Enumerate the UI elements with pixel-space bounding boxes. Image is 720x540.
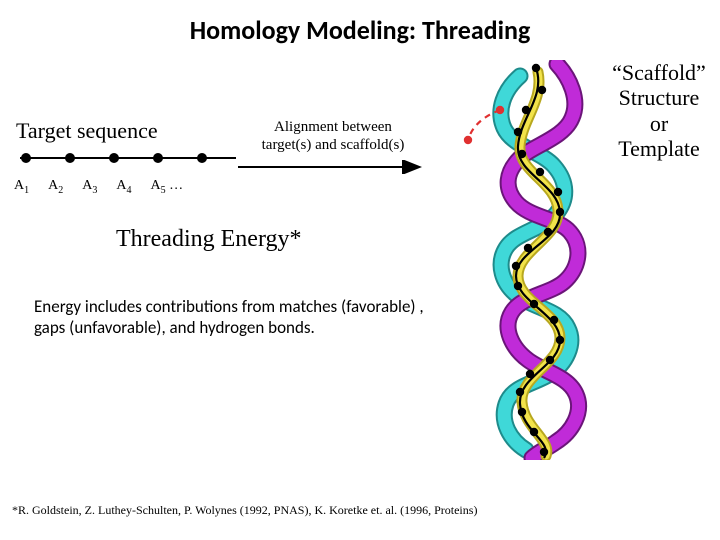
alignment-arrow xyxy=(238,160,428,174)
threading-energy-title: Threading Energy* xyxy=(116,226,302,253)
sequence-label-item: A5 … xyxy=(151,178,184,196)
scaffold-label-line: Template xyxy=(604,136,714,161)
scaffold-label-line: or xyxy=(604,111,714,136)
page-title: Homology Modeling: Threading xyxy=(0,14,720,46)
alignment-label-line: target(s) and scaffold(s) xyxy=(248,136,418,154)
sequence-label-item: A2 xyxy=(48,178,63,196)
alignment-label: Alignment between target(s) and scaffold… xyxy=(248,118,418,154)
threading-energy-body: Energy includes contributions from match… xyxy=(34,296,434,339)
sequence-labels: A1 A2 A3 A4 A5 … xyxy=(14,178,202,196)
target-sequence-label: Target sequence xyxy=(16,118,158,144)
sequence-label-item: A1 xyxy=(14,178,29,196)
target-sequence-diagram xyxy=(18,148,238,168)
citation: *R. Goldstein, Z. Luthey-Schulten, P. Wo… xyxy=(12,503,477,518)
alignment-label-line: Alignment between xyxy=(248,118,418,136)
scaffold-label: “Scaffold” Structure or Template xyxy=(604,60,714,161)
sequence-label-item: A4 xyxy=(116,178,131,196)
sequence-label-item: A3 xyxy=(82,178,97,196)
scaffold-label-line: “Scaffold” xyxy=(604,60,714,85)
scaffold-label-line: Structure xyxy=(604,85,714,110)
scaffold-helix-diagram xyxy=(460,60,610,460)
